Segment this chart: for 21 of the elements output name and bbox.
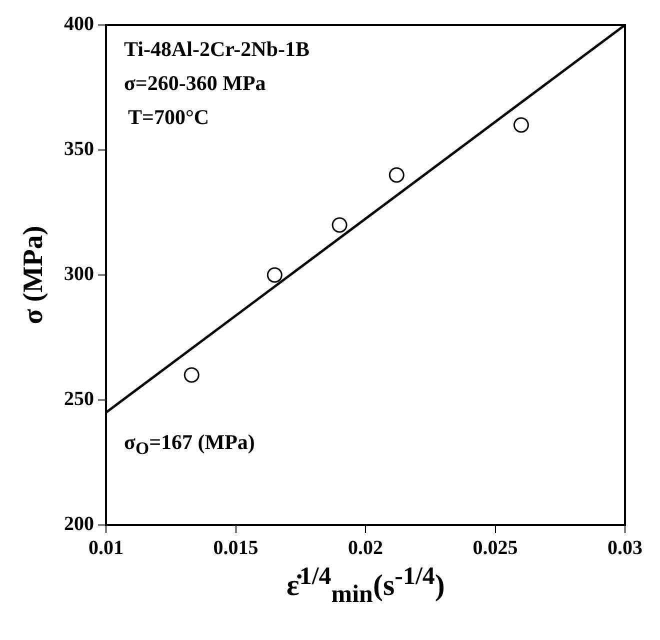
y-tick-label: 250: [64, 388, 94, 410]
annotation: σ=260-360 MPa: [124, 71, 266, 96]
annotation: Ti-48Al-2Cr-2Nb-1B: [124, 37, 310, 62]
annotation: T=700°C: [128, 105, 210, 130]
x-axis-title: ε̇$^{1/4}$$_{min}$(s$^{-1/4}$): [286, 563, 445, 609]
annotation: σ$_{O}$=167 (MPa): [124, 430, 255, 460]
point: [388, 167, 404, 183]
y-axis-title: σ (MPa): [18, 226, 50, 324]
y-tick-label: 400: [64, 13, 94, 36]
x-tick-label: 0.01: [88, 537, 124, 560]
y-tick-label: 350: [64, 138, 94, 160]
point: [513, 117, 529, 133]
y-tick-label: 300: [64, 263, 94, 286]
x-tick-label: 0.03: [608, 537, 642, 560]
point: [332, 217, 348, 233]
x-tick-label: 0.015: [213, 537, 258, 560]
x-tick-label: 0.025: [472, 537, 518, 560]
x-tick-label: 0.02: [348, 537, 383, 560]
point: [184, 367, 200, 383]
y-tick-label: 200: [64, 513, 94, 536]
point: [266, 267, 282, 283]
